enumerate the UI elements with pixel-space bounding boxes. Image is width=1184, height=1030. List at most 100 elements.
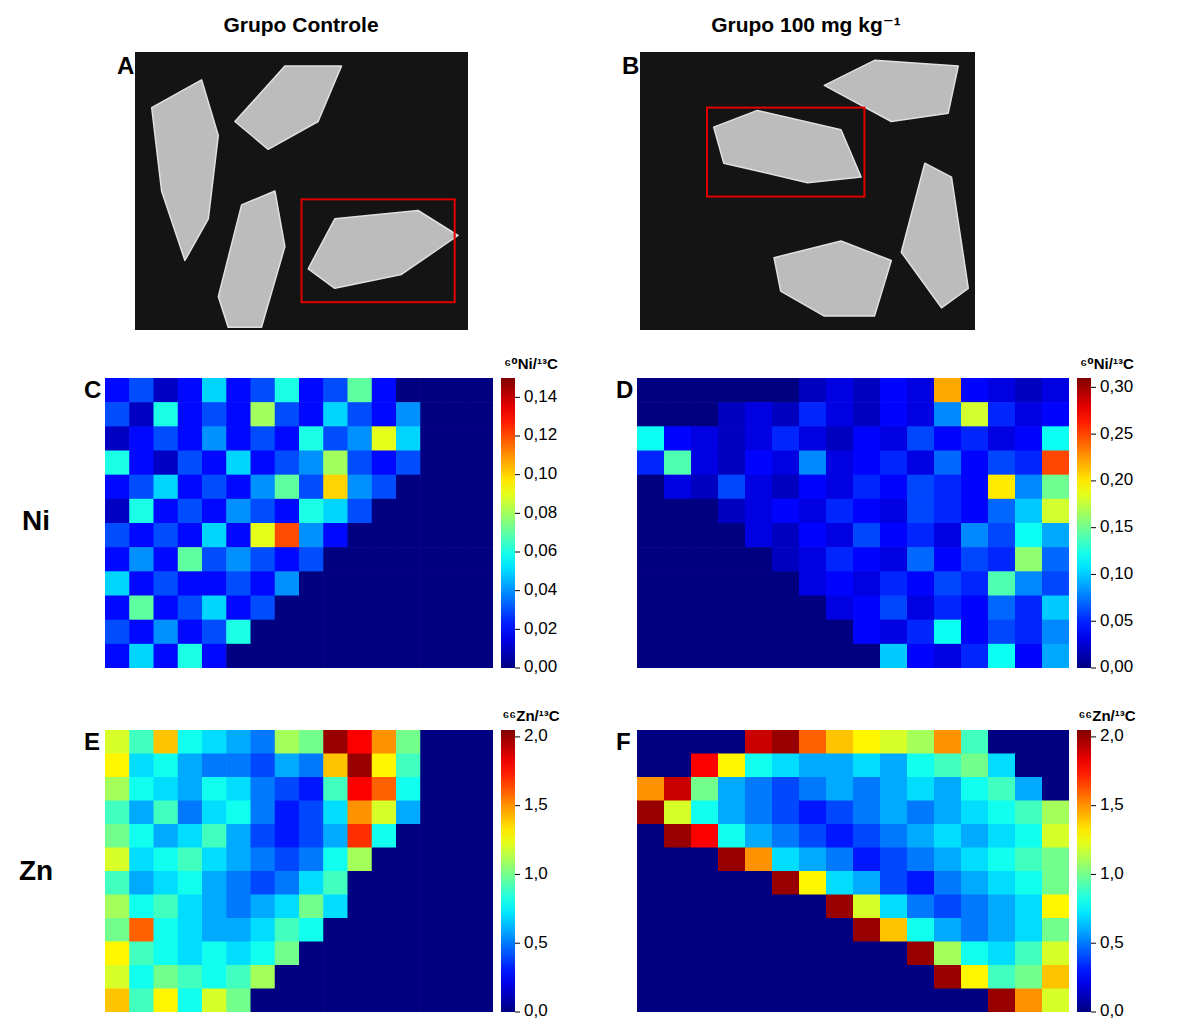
heatmap-cell — [299, 848, 324, 872]
colorbar-tick — [1091, 434, 1096, 435]
heatmap-cell — [880, 848, 908, 872]
heatmap-cell — [372, 871, 397, 895]
heatmap-cell — [961, 499, 989, 524]
heatmap-cell — [934, 777, 962, 801]
heatmap-cell — [251, 402, 276, 427]
heatmap-cell — [445, 378, 470, 403]
heatmap-cell — [772, 620, 800, 645]
heatmap-cell — [718, 523, 746, 548]
heatmap-cell — [664, 644, 692, 668]
heatmap-cell — [718, 848, 746, 872]
colorbar-tick-label: 0,00 — [1100, 657, 1133, 676]
heatmap-cell — [799, 754, 827, 778]
heatmap-cell — [745, 989, 773, 1013]
colorbar-tick — [515, 805, 520, 806]
heatmap-cell — [348, 942, 373, 966]
heatmap-cell — [202, 989, 227, 1013]
heatmap-cell — [154, 965, 179, 989]
heatmap-cell — [202, 426, 227, 451]
heatmap-cell — [691, 451, 719, 476]
heatmap-cell — [154, 777, 179, 801]
heatmap-cell — [129, 754, 154, 778]
heatmap-cell — [129, 895, 154, 919]
colorbar-tick — [1091, 805, 1096, 806]
heatmap-cell — [469, 644, 493, 668]
heatmap-cell — [226, 801, 251, 825]
colorbar-tick — [1091, 668, 1096, 669]
heatmap-cell — [1015, 571, 1043, 596]
heatmap-cell — [718, 895, 746, 919]
colorbar-tick — [1091, 736, 1096, 737]
heatmap-cell — [323, 730, 348, 754]
heatmap-cell — [445, 730, 470, 754]
heatmap-cell — [880, 523, 908, 548]
colorbar-title: ⁶⁰Ni/¹³C — [504, 355, 558, 372]
heatmap-cell — [154, 475, 179, 500]
heatmap-cell — [1042, 475, 1069, 500]
colorbar-tick-label: 0,20 — [1100, 470, 1133, 489]
heatmap-cell — [275, 777, 300, 801]
heatmap-cell — [251, 777, 276, 801]
heatmap-cell — [772, 918, 800, 942]
heatmap-cell — [718, 451, 746, 476]
heatmap-cell — [202, 402, 227, 427]
heatmap-cell — [275, 475, 300, 500]
colorbar-tick — [515, 552, 520, 553]
heatmap-cell — [961, 942, 989, 966]
colorbar-tick-label: 1,5 — [1100, 795, 1124, 814]
heatmap-cell — [396, 620, 421, 645]
colorbar-tick-label: 1,0 — [1100, 864, 1124, 883]
heatmap-cell — [445, 777, 470, 801]
heatmap-cell — [637, 426, 665, 451]
heatmap-cell — [420, 644, 445, 668]
heatmap-cell — [129, 730, 154, 754]
tissue-section — [714, 110, 861, 182]
heatmap-cell — [718, 596, 746, 621]
heatmap-cell — [907, 871, 935, 895]
heatmap-cell — [907, 895, 935, 919]
heatmap-cell — [348, 523, 373, 548]
heatmap-cell — [934, 918, 962, 942]
heatmap-cell — [934, 523, 962, 548]
figure: Grupo ControleGrupo 100 mg kg⁻¹NiZnABC0,… — [0, 0, 1184, 1030]
heatmap-cell — [664, 989, 692, 1013]
heatmap-cell — [799, 378, 827, 403]
heatmap-cell — [396, 871, 421, 895]
heatmap-cell — [372, 754, 397, 778]
heatmap-cell — [105, 754, 130, 778]
heatmap-cell — [323, 895, 348, 919]
heatmap-cell — [880, 965, 908, 989]
heatmap-cell — [372, 644, 397, 668]
heatmap-cell — [853, 426, 881, 451]
heatmap-cell — [907, 475, 935, 500]
heatmap-cell — [718, 644, 746, 668]
heatmap-cell — [178, 451, 203, 476]
heatmap-cell — [772, 596, 800, 621]
heatmap-cell — [202, 824, 227, 848]
heatmap-cell — [691, 942, 719, 966]
colorbar-tick-label: 0,06 — [524, 541, 557, 560]
heatmap-cell — [251, 801, 276, 825]
heatmap-cell — [907, 402, 935, 427]
heatmap-cell — [745, 895, 773, 919]
heatmap-cell — [853, 730, 881, 754]
heatmap-cell — [105, 523, 130, 548]
heatmap-cell — [299, 895, 324, 919]
colorbar-tick-label: 0,02 — [524, 619, 557, 638]
heatmap-cell — [1015, 644, 1043, 668]
heatmap-cell — [445, 523, 470, 548]
heatmap-cell — [880, 644, 908, 668]
heatmap-cell — [826, 426, 854, 451]
heatmap-cell — [226, 402, 251, 427]
heatmap-cell — [637, 848, 665, 872]
heatmap-cell — [154, 378, 179, 403]
heatmap-cell — [445, 801, 470, 825]
heatmap-cell — [907, 754, 935, 778]
heatmap-cell — [934, 571, 962, 596]
heatmap-cell — [372, 801, 397, 825]
heatmap-cell — [251, 620, 276, 645]
heatmap-cell — [105, 378, 130, 403]
heatmap-cell — [396, 402, 421, 427]
heatmap-cell — [299, 754, 324, 778]
heatmap-cell — [348, 620, 373, 645]
